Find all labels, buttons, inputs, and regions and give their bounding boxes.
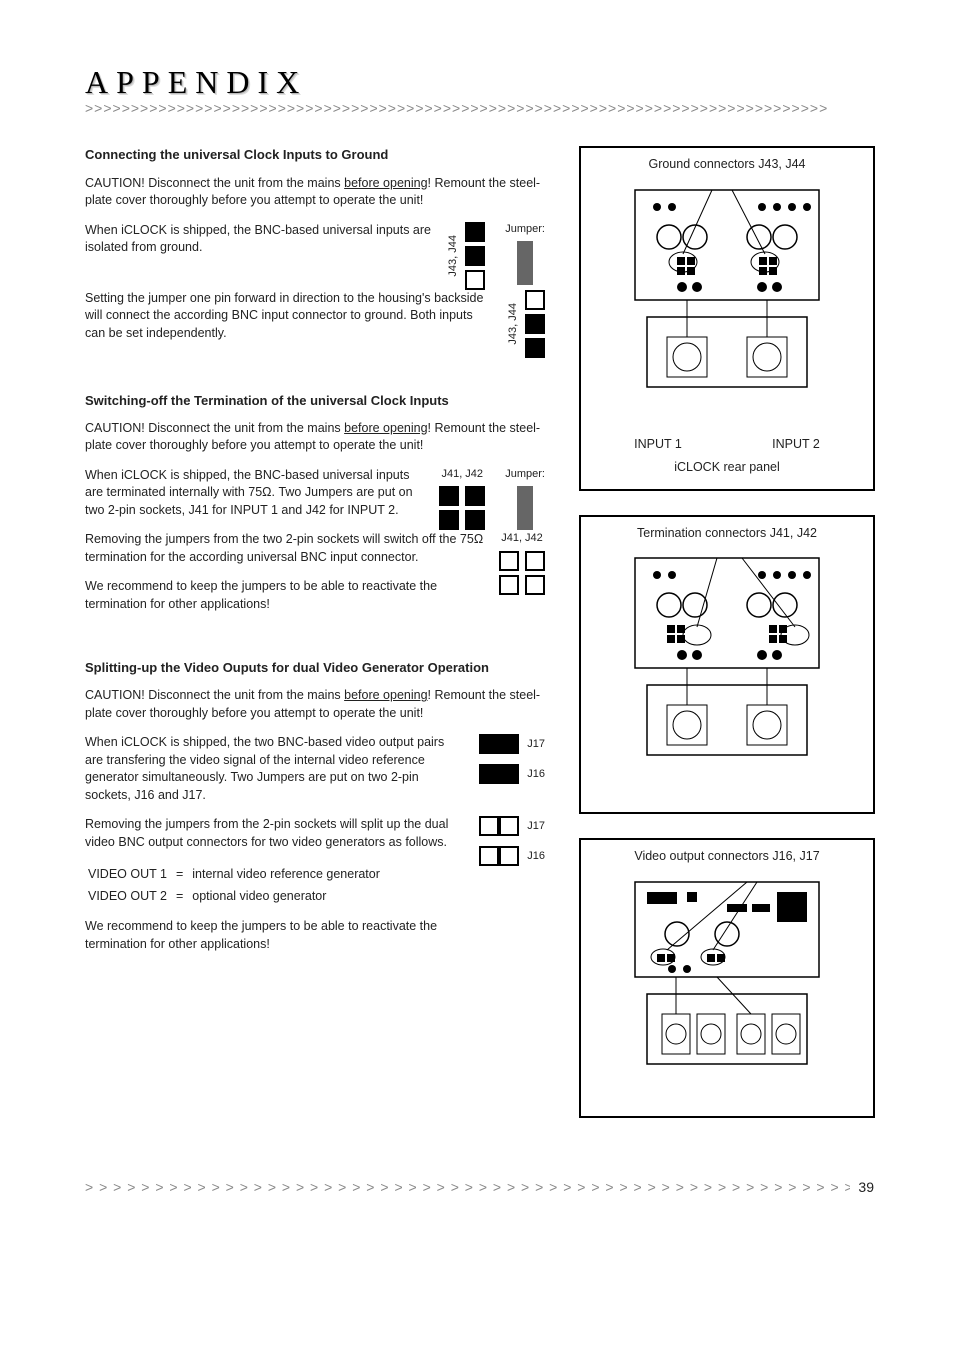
section-heading: Switching-off the Termination of the uni… (85, 392, 545, 410)
caution-pre: CAUTION! Disconnect the unit from the ma… (85, 176, 344, 190)
section-termination: Switching-off the Termination of the uni… (85, 392, 545, 626)
jumper-word: Jumper: (505, 222, 545, 237)
jumper-icon (517, 241, 533, 285)
section-heading: Splitting-up the Video Ouputs for dual V… (85, 659, 545, 677)
para: Removing the jumpers from the 2-pin sock… (85, 816, 465, 851)
jumper-diagram (499, 551, 545, 595)
jumper-diagram: J16 (479, 846, 545, 866)
jumper-label-vert: J43, J44 (446, 235, 461, 277)
caution-underline: before opening (344, 176, 427, 190)
chevron-divider-top: >>>>>>>>>>>>>>>>>>>>>>>>>>>>>>>>>>>>>>>>… (85, 99, 874, 119)
para: When iCLOCK is shipped, the BNC-based un… (85, 222, 432, 257)
jumper-j16-label: J16 (527, 767, 545, 782)
jumper-j17-label: J17 (527, 819, 545, 834)
jumper-diagram (465, 222, 485, 290)
jumper-pair-label: J41, J42 (499, 531, 545, 546)
para: Setting the jumper one pin forward in di… (85, 290, 492, 343)
section-ground: Connecting the universal Clock Inputs to… (85, 146, 545, 357)
caution-text: CAUTION! Disconnect the unit from the ma… (85, 687, 545, 722)
para: We recommend to keep the jumpers to be a… (85, 918, 465, 953)
card-bottom-caption: iCLOCK rear panel (589, 459, 865, 477)
jumper-diagram: J16 (479, 764, 545, 784)
jumper-label-vert: J43, J44 (506, 303, 521, 345)
card-ground: Ground connectors J43, J44 INPUT 1 INPUT… (579, 146, 875, 491)
section-heading: Connecting the universal Clock Inputs to… (85, 146, 545, 164)
card-video: Video output connectors J16, J17 (579, 838, 875, 1118)
jumper-diagram: J17 (479, 734, 545, 754)
caution-pre: CAUTION! Disconnect the unit from the ma… (85, 421, 344, 435)
caution-underline: before opening (344, 688, 427, 702)
jumper-pair-label: J41, J42 (439, 467, 485, 482)
input2-label: INPUT 2 (772, 436, 820, 454)
pcb-termination-icon (627, 550, 827, 800)
jumper-word: Jumper: (505, 467, 545, 482)
page-number: 39 (850, 1178, 874, 1198)
jumper-diagram: J17 (479, 816, 545, 836)
para: We recommend to keep the jumpers to be a… (85, 578, 485, 613)
chevron-divider-bottom: > > > > > > > > > > > > > > > > > > > > … (85, 1178, 850, 1198)
card-caption: Ground connectors J43, J44 (589, 156, 865, 174)
input1-label: INPUT 1 (634, 436, 682, 454)
jumper-diagram (439, 486, 485, 530)
jumper-diagram (525, 290, 545, 358)
caution-underline: before opening (344, 421, 427, 435)
card-termination: Termination connectors J41, J42 (579, 515, 875, 815)
caution-text: CAUTION! Disconnect the unit from the ma… (85, 175, 545, 210)
card-caption: Termination connectors J41, J42 (589, 525, 865, 543)
section-video: Splitting-up the Video Ouputs for dual V… (85, 659, 545, 965)
para: When iCLOCK is shipped, the BNC-based un… (85, 467, 425, 520)
video-out-mapping: VIDEO OUT 1=internal video reference gen… (85, 863, 388, 908)
para: When iCLOCK is shipped, the two BNC-base… (85, 734, 465, 804)
pcb-ground-icon (627, 182, 827, 432)
para: Removing the jumpers from the two 2-pin … (85, 531, 485, 566)
card-caption: Video output connectors J16, J17 (589, 848, 865, 866)
caution-text: CAUTION! Disconnect the unit from the ma… (85, 420, 545, 455)
pcb-video-icon (627, 874, 827, 1104)
jumper-icon (517, 486, 533, 530)
jumper-j17-label: J17 (527, 737, 545, 752)
caution-pre: CAUTION! Disconnect the unit from the ma… (85, 688, 344, 702)
jumper-j16-label: J16 (527, 849, 545, 864)
